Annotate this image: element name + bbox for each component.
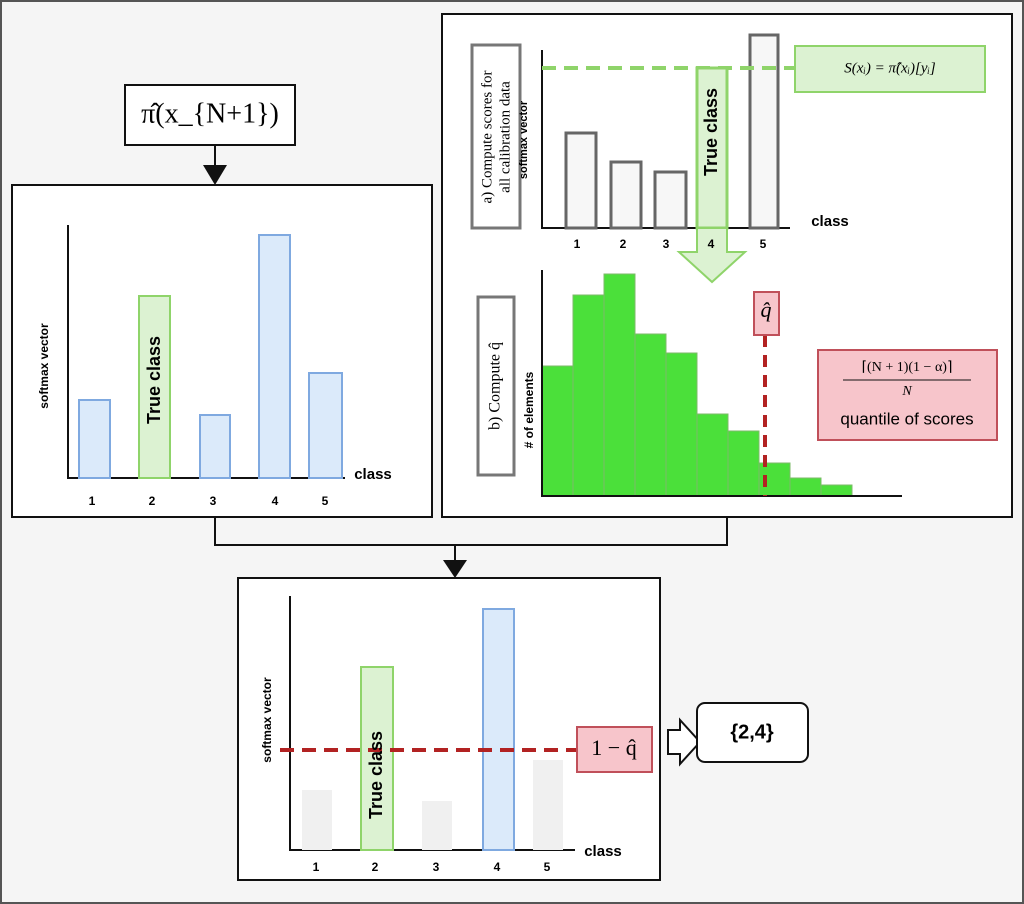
score-formula: S(xᵢ) = π̂(xᵢ)[yᵢ] bbox=[844, 60, 936, 76]
bar bbox=[308, 372, 343, 479]
bar bbox=[609, 160, 643, 230]
hist-y-label: # of elements bbox=[522, 371, 536, 448]
connector bbox=[214, 517, 728, 546]
class-label: 2 bbox=[149, 494, 156, 508]
bar bbox=[748, 33, 780, 230]
output-box bbox=[696, 702, 809, 763]
true-class-label: True class bbox=[701, 88, 721, 176]
bar bbox=[653, 170, 688, 230]
arrow-head bbox=[203, 165, 227, 185]
hist-bar bbox=[603, 273, 636, 497]
class-label: 5 bbox=[322, 494, 329, 508]
threshold-box bbox=[576, 726, 653, 773]
bar bbox=[422, 801, 452, 850]
step-b-box bbox=[476, 295, 516, 477]
class-label: 2 bbox=[372, 860, 379, 874]
bar bbox=[482, 608, 515, 851]
class-label: 1 bbox=[89, 494, 96, 508]
bar bbox=[302, 790, 332, 850]
axes bbox=[289, 596, 575, 851]
axes bbox=[541, 270, 902, 497]
bar bbox=[258, 234, 291, 479]
score-formula-box bbox=[794, 45, 986, 93]
arrow-head bbox=[443, 560, 467, 578]
hist-bar bbox=[820, 484, 853, 497]
input-box bbox=[124, 84, 296, 146]
quantile-numerator: ⌈(N + 1)(1 − α)⌉ bbox=[862, 360, 953, 375]
hist-bar bbox=[665, 352, 698, 497]
bar bbox=[199, 414, 231, 479]
q-hat: q̂ bbox=[761, 297, 772, 322]
true-class-bar bbox=[695, 66, 729, 230]
class-label: 5 bbox=[544, 860, 551, 874]
hist-bar bbox=[541, 365, 574, 497]
class-label: 2 bbox=[620, 237, 627, 251]
class-label: 4 bbox=[708, 237, 715, 251]
step-a-box bbox=[470, 43, 522, 230]
hist-bar bbox=[634, 333, 667, 497]
step-a-label: a) Compute scores for bbox=[479, 71, 495, 204]
down-arrow bbox=[676, 227, 748, 284]
true-class-label: True class bbox=[144, 336, 164, 424]
bar bbox=[533, 760, 563, 850]
class-label: 4 bbox=[272, 494, 279, 508]
true-class-bar bbox=[138, 295, 171, 479]
bar bbox=[564, 131, 598, 230]
q-hat-box bbox=[753, 291, 780, 336]
hist-bar bbox=[789, 477, 822, 497]
step-a-label: all calibration data bbox=[497, 81, 513, 193]
y-label: softmax vector bbox=[260, 677, 274, 763]
quantile-text: quantile of scores bbox=[840, 409, 973, 428]
axes bbox=[67, 225, 345, 479]
class-label: 3 bbox=[663, 237, 670, 251]
true-class-bar bbox=[360, 666, 394, 851]
hist-bar bbox=[572, 294, 605, 497]
input-label: π̂(x_{N+1}) bbox=[141, 98, 279, 129]
class-label: 3 bbox=[433, 860, 440, 874]
class-label: 3 bbox=[210, 494, 217, 508]
true-class-label: True class bbox=[366, 731, 386, 819]
arrow bbox=[667, 717, 702, 767]
x-label: class bbox=[811, 213, 849, 230]
threshold: 1 − q̂ bbox=[591, 735, 636, 760]
x-label: class bbox=[354, 466, 392, 483]
quantile-box bbox=[817, 349, 998, 441]
quantile-denominator: N bbox=[901, 384, 912, 399]
step-b-label: b) Compute q̂ bbox=[487, 342, 504, 430]
y-label: softmax vector bbox=[37, 323, 51, 409]
y-label: softmax vector bbox=[518, 100, 530, 179]
histogram bbox=[541, 273, 853, 497]
hist-bar bbox=[727, 430, 760, 497]
class-label: 5 bbox=[760, 237, 767, 251]
class-label: 1 bbox=[574, 237, 581, 251]
class-label: 1 bbox=[313, 860, 320, 874]
output-set: {2,4} bbox=[730, 721, 774, 743]
x-label: class bbox=[584, 843, 622, 860]
hist-bar bbox=[696, 413, 729, 497]
bar bbox=[78, 399, 111, 479]
class-label: 4 bbox=[494, 860, 501, 874]
